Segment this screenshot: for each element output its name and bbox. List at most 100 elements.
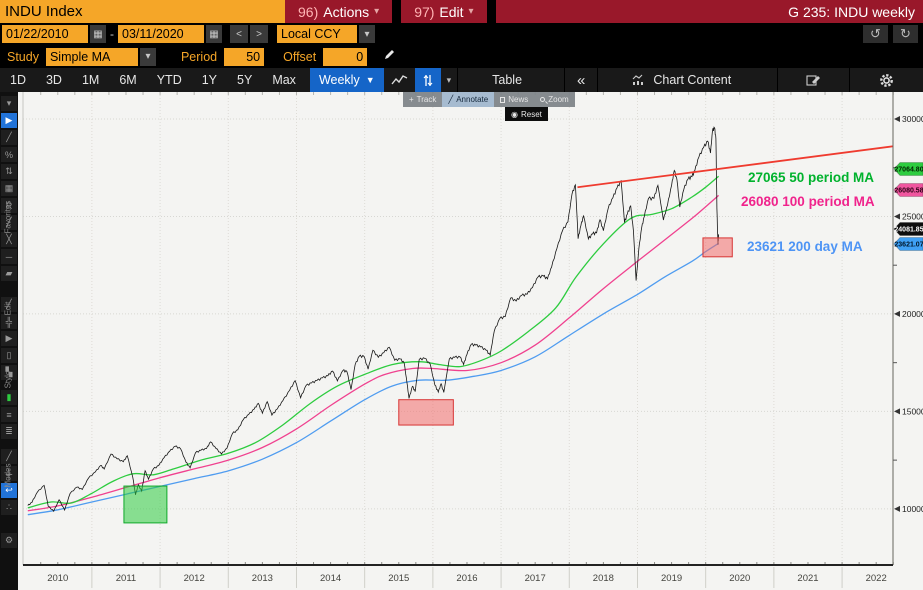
grid-tool-icon[interactable]: ▦ [1,181,17,196]
reset-button[interactable]: ◉ Reset [505,107,548,121]
currency-select[interactable]: Local CCY [277,25,357,43]
chart-content-button[interactable]: Chart Content [620,68,743,92]
study-select[interactable]: Simple MA [45,47,138,66]
list-style-tool-icon[interactable]: ≡ [1,407,17,422]
price-badge-value: 24081.85 [894,227,923,234]
annotate-button[interactable]: ╱ Annotate [442,92,495,107]
prev-period-button[interactable]: < [230,25,248,43]
range-button-1m[interactable]: 1M [81,73,100,87]
highlight-box-0[interactable] [123,485,168,524]
date-to-input[interactable]: 03/11/2020 [118,25,204,43]
pen-tool-icon[interactable]: ╱ [1,215,17,230]
x-tick-label: 2020 [729,573,750,584]
chart-area[interactable]: 10000 15000 20000 25000 30000 2010 2011 2012 201… [18,92,923,590]
x-tick-label: 2014 [320,573,341,584]
track-button[interactable]: + Track [403,92,442,107]
sidebar-section-label: Style [3,370,13,389]
cursor-tool-icon[interactable]: ▶ [1,113,17,128]
offset-label: Offset [283,49,317,64]
pointer-tool-icon[interactable]: ▶ [1,331,17,346]
magnifier-icon [540,97,546,102]
range-button-ytd[interactable]: YTD [156,73,182,87]
y-tick-arrow [894,213,900,220]
range-button-1y[interactable]: 1Y [201,73,218,87]
annotate-mini-toolbar: + Track ╱ Annotate News Zoom [403,92,575,107]
track-mode-tool-icon[interactable]: ┼ [1,466,17,481]
date-from-input[interactable]: 01/22/2010 [2,25,88,43]
collapse-panel-button[interactable]: « [577,71,586,89]
percent-change-tool-icon[interactable]: % [1,147,17,162]
scatter-mode-tool-icon[interactable]: ∴ [1,500,17,515]
ma200-annotation: 23621 200 day MA [747,239,863,254]
move-tool-icon[interactable]: ╬ [1,314,17,329]
x-tick-label: 2022 [866,573,887,584]
chevron-down-icon[interactable]: ▾ [446,74,452,85]
range-button-max[interactable]: Max [272,73,296,87]
period-label: Period [180,49,218,64]
edit-studies-icon[interactable] [414,68,441,92]
ma-line-50-period-ma [27,175,720,509]
price-badge-value: 27064.80 [894,167,923,174]
sidebar-section-label: Modes [3,463,13,488]
next-period-button[interactable]: > [250,25,268,43]
marker-tool-icon[interactable]: ╳ [1,232,17,247]
horizontal-line-tool-icon[interactable]: ─ [1,249,17,264]
fibonacci-tool-icon[interactable]: ⇅ [1,164,17,179]
calendar-icon[interactable]: ▦ [90,25,106,43]
menu-separator [486,0,496,23]
chart-settings-tool-icon[interactable]: ⚙ [1,533,17,548]
x-tick-label: 2010 [47,573,68,584]
price-badge [893,222,923,236]
ticker-input[interactable]: INDU Index [0,0,285,23]
actions-menu-button[interactable]: 96) Actions ▾ [285,0,392,23]
highlight-box-2[interactable] [702,237,733,258]
y-tick-arrow [894,116,900,122]
frequency-select[interactable]: Weekly ▼ [309,68,384,92]
pencil-icon[interactable] [383,48,396,66]
chevron-down-icon[interactable]: ▾ [359,25,375,43]
range-button-6m[interactable]: 6M [119,73,137,87]
draw-mode-tool-icon[interactable]: ╱ [1,449,17,464]
candle-style-tool-icon[interactable]: ▮ [1,390,17,405]
date-range-bar: 01/22/2010 ▦ - 03/11/2020 ▦ < > Local CC… [0,23,923,45]
sidebar-section-label: Favorites [3,200,13,234]
undo-button[interactable]: ↺ [863,25,888,43]
edit-pencil-tool-icon[interactable]: ╱ [1,297,17,312]
range-button-5y[interactable]: 5Y [237,73,253,87]
line-chart-icon[interactable] [384,68,415,92]
price-line [27,126,719,512]
resistance-trendline[interactable] [577,145,894,189]
channel-tool-icon[interactable]: ▰ [1,266,17,281]
title-bar: INDU Index 96) Actions ▾ 97) Edit ▾ G 23… [0,0,923,23]
delete-tool-icon[interactable]: ▯ [1,348,17,363]
chevron-down-icon[interactable]: ▾ [139,47,156,66]
menu-strip: 96) Actions ▾ 97) Edit ▾ G 235: INDU wee… [285,0,923,23]
price-chart-svg[interactable]: 10000 15000 20000 25000 30000 2010 2011 2012 201… [18,92,923,590]
edit-note-icon[interactable] [778,68,849,92]
news-icon [500,96,506,103]
calendar-icon[interactable]: ▦ [206,25,222,43]
redo-button[interactable]: ↻ [893,25,918,43]
collapse-caret-icon[interactable]: ▾ [1,96,17,111]
regression-tool-icon[interactable]: R [1,198,17,213]
edit-menu-button[interactable]: 97) Edit ▾ [401,0,486,23]
news-button[interactable]: News [494,92,534,107]
highlight-box-1[interactable] [398,399,454,426]
chart-type-tool-icon[interactable]: ▚ [1,365,17,380]
menu-separator [392,0,402,23]
layout-tool-icon[interactable]: ≣ [1,424,17,439]
x-tick-label: 2012 [184,573,205,584]
trendline-tool-icon[interactable]: ╱ [1,130,17,145]
table-button[interactable]: Table [492,73,523,87]
period-input[interactable]: 50 [224,47,265,66]
gear-icon[interactable] [850,68,923,92]
range-button-3d[interactable]: 3D [45,73,62,87]
y-tick-label: 20000 [902,309,923,319]
y-tick-arrow [894,408,900,415]
actions-menu-label: Actions [323,3,370,20]
zoom-button[interactable]: Zoom [534,92,574,107]
offset-input[interactable]: 0 [323,47,368,66]
range-button-1d[interactable]: 1D [10,73,26,87]
annotate-mode-tool-icon[interactable]: ↩ [1,483,17,498]
y-tick-label: 15000 [902,406,923,416]
